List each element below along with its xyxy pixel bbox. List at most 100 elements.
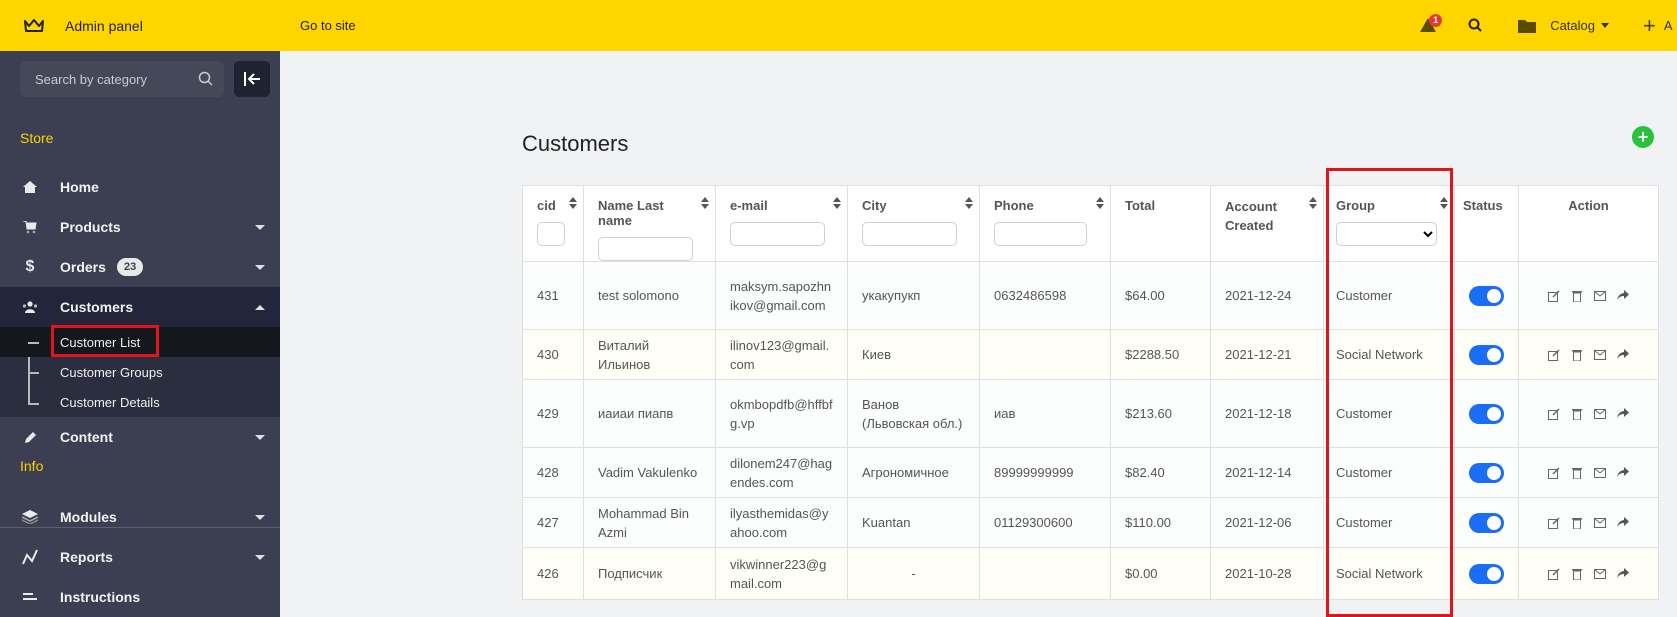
share-icon[interactable] xyxy=(1616,289,1630,303)
filter-phone-input[interactable] xyxy=(994,222,1087,246)
sort-icon[interactable] xyxy=(701,197,709,209)
share-icon[interactable] xyxy=(1616,466,1630,480)
collapse-sidebar-button[interactable] xyxy=(234,61,270,97)
status-toggle[interactable] xyxy=(1469,285,1504,306)
cell-phone: 0632486598 xyxy=(979,261,1111,330)
filter-name-input[interactable] xyxy=(598,237,693,261)
mail-icon[interactable] xyxy=(1593,407,1607,421)
status-toggle[interactable] xyxy=(1469,344,1504,365)
sidebar-item-instructions[interactable]: Instructions xyxy=(0,577,280,617)
column-group[interactable]: Group xyxy=(1323,185,1455,262)
search-icon[interactable] xyxy=(1468,18,1484,34)
trash-icon[interactable] xyxy=(1570,567,1584,581)
category-search xyxy=(20,61,224,97)
mail-icon[interactable] xyxy=(1593,516,1607,530)
sidebar-item-customers[interactable]: Customers xyxy=(0,287,280,327)
cell-email: ilinov123@gmail.com xyxy=(715,329,848,380)
sidebar-item-customer-groups[interactable]: Customer Groups xyxy=(60,364,163,380)
sidebar-item-customer-list[interactable]: Customer List xyxy=(0,327,280,357)
sort-icon[interactable] xyxy=(965,197,973,209)
share-icon[interactable] xyxy=(1616,516,1630,530)
filter-city-input[interactable] xyxy=(862,222,957,246)
top-bar: Admin panel Go to site 1 Catalog + A xyxy=(0,0,1677,51)
alerts-button[interactable]: 1 xyxy=(1420,13,1443,34)
column-cid[interactable]: cid xyxy=(522,185,584,262)
sidebar-item-customer-details[interactable]: Customer Details xyxy=(60,394,160,410)
cell-created: 2021-10-28 xyxy=(1210,547,1324,600)
trash-icon[interactable] xyxy=(1570,348,1584,362)
sort-icon[interactable] xyxy=(833,197,841,209)
sidebar-item-reports[interactable]: Reports xyxy=(0,537,280,577)
table-row[interactable]: 427 Mohammad Bin Azmi ilyasthemidas@yaho… xyxy=(522,497,1659,548)
search-icon[interactable] xyxy=(198,71,214,87)
table-row[interactable]: 431 test solomono maksym.sapozhnikov@gma… xyxy=(522,261,1659,330)
cell-total: $82.40 xyxy=(1110,447,1211,498)
cell-group: Customer xyxy=(1323,261,1455,330)
filter-group-select[interactable] xyxy=(1336,222,1437,246)
table-row[interactable]: 429 иаиаи пиапв okmbopdfb@hffbfg.vp Вано… xyxy=(522,379,1659,448)
cell-status xyxy=(1454,547,1519,600)
share-icon[interactable] xyxy=(1616,567,1630,581)
edit-icon[interactable] xyxy=(1547,348,1561,362)
edit-icon[interactable] xyxy=(1547,407,1561,421)
sidebar-item-modules[interactable]: Modules xyxy=(0,497,280,537)
trash-icon[interactable] xyxy=(1570,516,1584,530)
cell-name: Подписчик xyxy=(583,547,716,600)
cell-total: $2288.50 xyxy=(1110,329,1211,380)
cell-group: Customer xyxy=(1323,497,1455,548)
status-toggle[interactable] xyxy=(1469,462,1504,483)
add-menu-button[interactable]: + A xyxy=(1643,14,1677,37)
cell-cid: 430 xyxy=(522,329,584,380)
table-row[interactable]: 428 Vadim Vakulenko dilonem247@hagendes.… xyxy=(522,447,1659,498)
cell-total: $213.60 xyxy=(1110,379,1211,448)
cell-city: Kuantan xyxy=(847,497,980,548)
add-customer-button[interactable]: + xyxy=(1632,126,1654,148)
cell-email: ilyasthemidas@yahoo.com xyxy=(715,497,848,548)
column-name[interactable]: Name Last name xyxy=(583,185,716,262)
status-toggle[interactable] xyxy=(1469,403,1504,424)
tree-line xyxy=(28,327,30,405)
filter-email-input[interactable] xyxy=(730,222,825,246)
cell-actions xyxy=(1518,379,1659,448)
go-to-site-link[interactable]: Go to site xyxy=(300,18,356,33)
cell-created: 2021-12-18 xyxy=(1210,379,1324,448)
edit-icon[interactable] xyxy=(1547,466,1561,480)
column-phone[interactable]: Phone xyxy=(979,185,1111,262)
app-title: Admin panel xyxy=(65,17,143,34)
column-city[interactable]: City xyxy=(847,185,980,262)
mail-icon[interactable] xyxy=(1593,466,1607,480)
sidebar-item-products[interactable]: Products xyxy=(0,207,280,247)
table-row[interactable]: 430 Виталий Ильинов ilinov123@gmail.com … xyxy=(522,329,1659,380)
sort-icon[interactable] xyxy=(1440,197,1448,209)
edit-icon[interactable] xyxy=(1547,289,1561,303)
mail-icon[interactable] xyxy=(1593,348,1607,362)
sidebar-item-orders[interactable]: $ Orders 23 xyxy=(0,247,280,287)
catalog-dropdown[interactable]: Catalog xyxy=(1518,18,1609,33)
sidebar-item-home[interactable]: Home xyxy=(0,167,280,207)
mail-icon[interactable] xyxy=(1593,567,1607,581)
trash-icon[interactable] xyxy=(1570,289,1584,303)
sort-icon[interactable] xyxy=(1309,197,1317,209)
share-icon[interactable] xyxy=(1616,407,1630,421)
share-icon[interactable] xyxy=(1616,348,1630,362)
brand[interactable]: Admin panel xyxy=(0,18,280,34)
edit-icon[interactable] xyxy=(1547,516,1561,530)
column-email[interactable]: e-mail xyxy=(715,185,848,262)
filter-cid-input[interactable] xyxy=(537,222,565,246)
trash-icon[interactable] xyxy=(1570,466,1584,480)
cell-email: dilonem247@hagendes.com xyxy=(715,447,848,498)
category-search-input[interactable] xyxy=(35,71,195,87)
sidebar-item-content[interactable]: Content xyxy=(0,417,280,457)
status-toggle[interactable] xyxy=(1469,563,1504,584)
status-toggle[interactable] xyxy=(1469,512,1504,533)
trash-icon[interactable] xyxy=(1570,407,1584,421)
column-account-created[interactable]: Account Created xyxy=(1210,185,1324,262)
cell-city: - xyxy=(847,547,980,600)
edit-icon[interactable] xyxy=(1547,567,1561,581)
sort-icon[interactable] xyxy=(569,197,577,209)
table-row[interactable]: 426 Подписчик vikwinner223@gmail.com - $… xyxy=(522,547,1659,600)
mail-icon[interactable] xyxy=(1593,289,1607,303)
cell-created: 2021-12-14 xyxy=(1210,447,1324,498)
cell-status xyxy=(1454,497,1519,548)
sort-icon[interactable] xyxy=(1096,197,1104,209)
